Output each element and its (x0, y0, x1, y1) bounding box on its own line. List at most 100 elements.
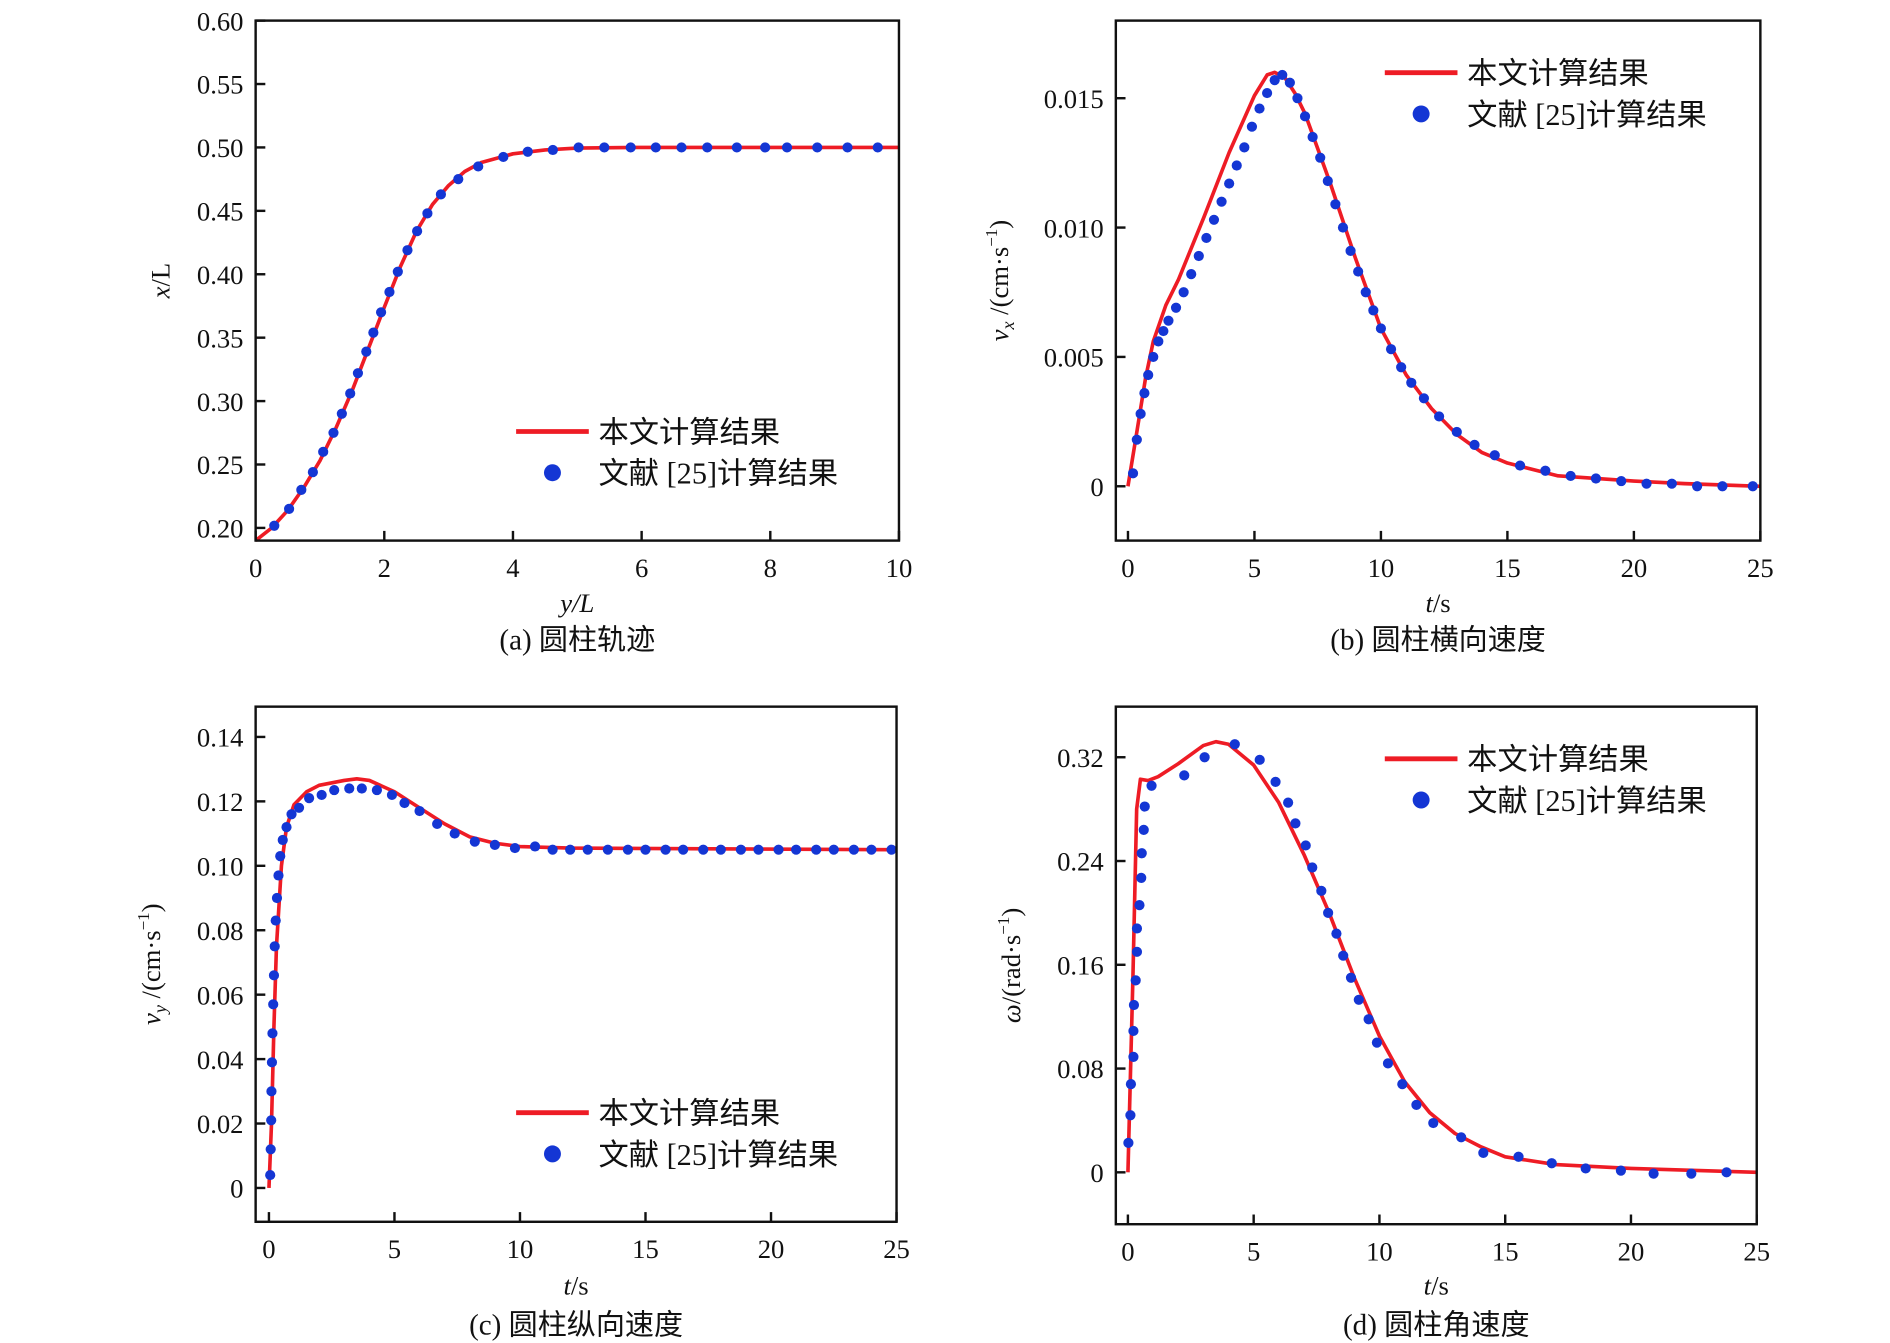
data-point (1648, 1168, 1659, 1179)
data-point (1513, 1151, 1524, 1162)
data-point (731, 142, 742, 153)
data-point (1131, 434, 1142, 445)
data-point (293, 802, 305, 813)
data-point (1565, 470, 1576, 482)
x-label-var: t (1424, 1271, 1432, 1301)
data-point (412, 226, 423, 237)
data-point (1283, 797, 1294, 808)
data-point (307, 467, 318, 478)
x-label-var: y (557, 588, 572, 618)
y-tick-label: 0.005 (1044, 343, 1104, 373)
data-point (1406, 377, 1417, 388)
data-point (473, 161, 484, 172)
legend-label: 文献 [25]计算结果 (1467, 784, 1707, 818)
y-tick-label: 0 (1090, 472, 1103, 502)
data-point (509, 842, 521, 854)
data-point (1382, 1058, 1394, 1069)
data-point (698, 844, 709, 855)
data-point (1208, 214, 1220, 225)
data-point (277, 834, 288, 846)
data-point (1337, 222, 1349, 233)
data-point (1163, 315, 1174, 326)
x-tick-label: 5 (388, 1234, 401, 1264)
y-tick-label: 0.04 (197, 1045, 244, 1075)
data-point (1546, 1158, 1557, 1169)
data-point (522, 146, 533, 157)
data-point (547, 844, 558, 855)
data-point (1418, 393, 1430, 404)
data-point (1277, 69, 1288, 81)
data-point (275, 851, 286, 862)
data-point (1153, 336, 1164, 347)
data-point (565, 844, 576, 855)
data-point (356, 783, 367, 794)
data-point (469, 836, 480, 847)
plot-frame (1114, 19, 1762, 542)
y-tick-label: 0 (1090, 1158, 1103, 1188)
data-point (1299, 111, 1311, 122)
legend-dot-swatch (1412, 105, 1430, 123)
data-point (267, 1028, 278, 1039)
plot-frame (254, 19, 901, 542)
data-point (432, 818, 443, 830)
data-point (352, 368, 364, 379)
data-point (678, 844, 689, 855)
legend-label: 本文计算结果 (599, 1097, 781, 1131)
y-tick-label: 0.16 (1057, 950, 1104, 980)
y-tick-label: 0.06 (197, 980, 244, 1010)
y-axis-label: x/L (146, 263, 176, 300)
data-point (1179, 770, 1190, 781)
data-point (1269, 75, 1280, 86)
data-point (1290, 818, 1301, 829)
data-point (1139, 388, 1150, 399)
data-point (791, 844, 802, 855)
x-tick-label: 8 (764, 553, 777, 583)
data-point (1456, 1132, 1467, 1143)
data-point (872, 142, 883, 153)
data-point (336, 408, 347, 419)
data-point (1363, 1014, 1374, 1025)
data-point (283, 503, 295, 514)
data-point (812, 142, 823, 153)
y-label-var: v (136, 1013, 166, 1025)
data-point (1270, 776, 1281, 787)
data-point (715, 844, 726, 855)
x-tick-label: 5 (1248, 553, 1261, 583)
data-point (489, 839, 500, 850)
y-tick-label: 0.50 (197, 133, 244, 163)
data-point (1125, 1110, 1136, 1121)
data-point (368, 327, 379, 338)
x-tick-label: 25 (883, 1234, 910, 1264)
data-point (304, 793, 315, 804)
chart-a: 0 2 4 6 8 10 0.20 0.25 0.30 0.35 0.40 0.45 0.50 0.55 0… (146, 6, 913, 656)
data-point (1331, 928, 1342, 939)
y-label-close: ) (996, 908, 1026, 917)
x-tick-label: 10 (1368, 553, 1395, 583)
y-tick-label: 0.55 (197, 70, 244, 100)
x-tick-label: 0 (1121, 553, 1134, 583)
y-label-close: ) (984, 220, 1014, 229)
data-point (268, 970, 280, 981)
x-label-unit: /L (570, 588, 594, 618)
data-point (1136, 848, 1147, 859)
data-point (1580, 1163, 1591, 1174)
y-tick-label: 0 (230, 1174, 243, 1204)
data-point (650, 142, 661, 153)
data-point (529, 841, 541, 852)
chart-caption: (c) 圆柱纵向速度 (469, 1309, 683, 1342)
data-point (1345, 972, 1357, 983)
chart-caption: (a) 圆柱轨迹 (499, 624, 655, 657)
data-point (328, 427, 339, 438)
data-point (1138, 824, 1149, 835)
data-point (760, 142, 771, 153)
y-tick-label: 0.10 (197, 851, 244, 881)
data-point (1131, 923, 1143, 934)
y-label-unit: /L (146, 263, 176, 287)
data-point (1717, 481, 1728, 492)
y-label-sup: −1 (994, 917, 1013, 935)
legend-dot-swatch (1412, 791, 1430, 809)
y-label-unit: /(cm·s (136, 930, 166, 1005)
x-tick-label: 10 (1366, 1237, 1393, 1267)
